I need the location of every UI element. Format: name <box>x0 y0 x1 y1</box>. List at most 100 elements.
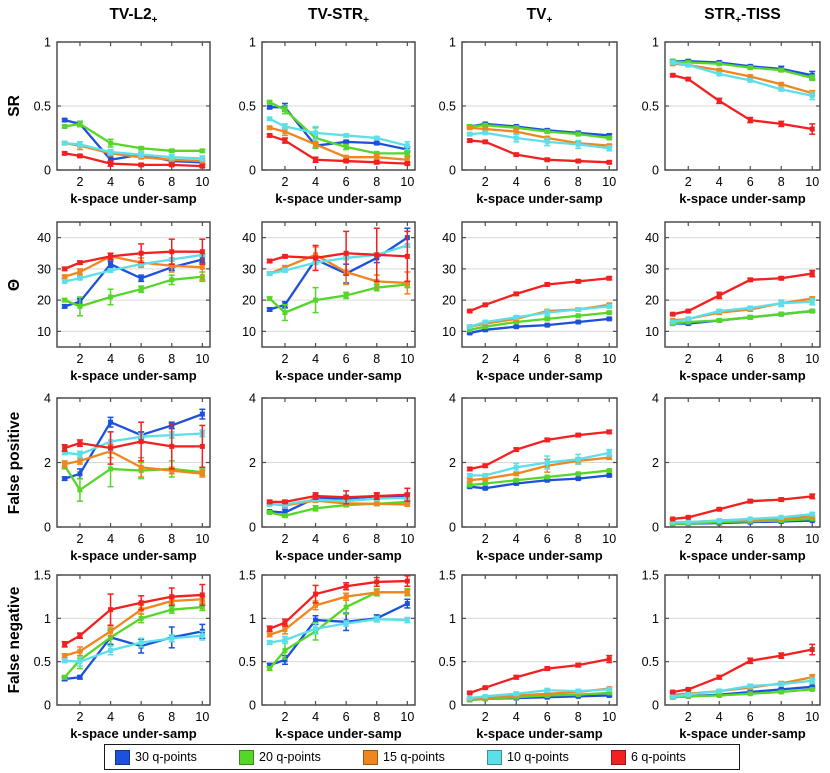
series-20-q-points <box>61 120 206 154</box>
subplot-r2c2: 2 4 6 8 10 10 20 30 40 k-space under-samp <box>242 221 416 383</box>
legend-label: 20 q-points <box>259 750 321 764</box>
svg-text:0.5: 0.5 <box>239 100 256 114</box>
svg-text:8: 8 <box>168 352 175 366</box>
svg-text:1: 1 <box>44 612 51 626</box>
svg-text:2: 2 <box>281 710 288 724</box>
x-axis-label: k-space under-samp <box>679 726 805 741</box>
series-6-q-points <box>669 269 816 317</box>
x-axis-label: k-space under-samp <box>476 191 602 206</box>
series-20-q-points <box>466 310 613 333</box>
svg-text:10: 10 <box>602 175 616 189</box>
svg-text:2: 2 <box>249 456 256 470</box>
svg-text:10: 10 <box>805 175 819 189</box>
svg-text:1.5: 1.5 <box>642 569 659 583</box>
svg-text:2: 2 <box>482 175 489 189</box>
svg-text:6: 6 <box>138 352 145 366</box>
legend: 30 q-points 20 q-points 15 q-points 10 q… <box>104 744 740 770</box>
svg-text:0: 0 <box>249 521 256 535</box>
title-text: TV-L2 <box>109 6 152 23</box>
series-20-q-points <box>266 588 411 672</box>
svg-text:6: 6 <box>747 532 754 546</box>
svg-text:10: 10 <box>400 710 414 724</box>
svg-text:4: 4 <box>44 392 51 406</box>
svg-text:2: 2 <box>685 532 692 546</box>
series-20-q-points <box>466 122 613 141</box>
svg-text:1.5: 1.5 <box>34 569 51 583</box>
svg-text:40: 40 <box>442 231 456 245</box>
svg-text:10: 10 <box>442 325 456 339</box>
legend-label: 30 q-points <box>135 750 197 764</box>
svg-text:10: 10 <box>242 325 256 339</box>
svg-text:2: 2 <box>652 456 659 470</box>
svg-text:4: 4 <box>716 532 723 546</box>
svg-text:10: 10 <box>195 710 209 724</box>
svg-text:1: 1 <box>44 36 51 50</box>
series-10-q-points <box>61 140 206 162</box>
svg-text:10: 10 <box>195 175 209 189</box>
svg-text:10: 10 <box>805 352 819 366</box>
svg-text:1.5: 1.5 <box>439 569 456 583</box>
legend-label: 6 q-points <box>631 750 686 764</box>
svg-text:4: 4 <box>107 175 114 189</box>
svg-text:8: 8 <box>778 710 785 724</box>
svg-text:6: 6 <box>343 175 350 189</box>
svg-text:1: 1 <box>652 36 659 50</box>
series-6-q-points <box>266 575 411 633</box>
title-subscript: + <box>546 15 553 27</box>
subplot-r3c4: 2 4 6 8 10 0 2 4 k-space under-samp <box>652 392 821 563</box>
x-axis-label: k-space under-samp <box>679 368 805 383</box>
svg-text:8: 8 <box>575 710 582 724</box>
svg-text:0.5: 0.5 <box>239 655 256 669</box>
series-10-q-points <box>466 686 613 701</box>
svg-text:8: 8 <box>373 532 380 546</box>
svg-text:1: 1 <box>249 612 256 626</box>
svg-text:0.5: 0.5 <box>34 655 51 669</box>
svg-text:4: 4 <box>449 392 456 406</box>
svg-text:8: 8 <box>168 175 175 189</box>
svg-text:40: 40 <box>37 231 51 245</box>
legend-label: 10 q-points <box>507 750 569 764</box>
subplot-r2c4: 2 4 6 8 10 10 20 30 40 k-space under-samp <box>645 221 821 383</box>
svg-text:4: 4 <box>513 532 520 546</box>
x-axis-label: k-space under-samp <box>275 548 401 563</box>
subplot-r1c2: 2 4 6 8 10 0 0.5 1 k-space under-samp <box>239 36 416 206</box>
svg-text:1: 1 <box>249 36 256 50</box>
x-axis-label: k-space under-samp <box>70 368 196 383</box>
svg-text:1: 1 <box>449 612 456 626</box>
series-6-q-points <box>669 72 816 135</box>
svg-text:10: 10 <box>602 352 616 366</box>
svg-text:8: 8 <box>778 352 785 366</box>
title-text: TV <box>526 6 547 23</box>
title-subscript: + <box>363 15 369 27</box>
svg-text:8: 8 <box>778 532 785 546</box>
svg-text:2: 2 <box>281 352 288 366</box>
svg-text:0: 0 <box>449 699 456 713</box>
series-15-q-points <box>61 444 206 478</box>
legend-swatch-10-q-points <box>487 749 502 765</box>
svg-text:0.5: 0.5 <box>34 100 51 114</box>
legend-label: 15 q-points <box>383 750 445 764</box>
svg-text:30: 30 <box>37 262 51 276</box>
svg-text:8: 8 <box>778 175 785 189</box>
legend-entry-30-q-points: 30 q-points <box>115 749 239 765</box>
svg-text:30: 30 <box>645 262 659 276</box>
series-6-q-points <box>466 654 613 696</box>
series-6-q-points <box>669 493 816 522</box>
x-axis-label: k-space under-samp <box>679 191 805 206</box>
series-6-q-points <box>266 487 411 505</box>
svg-text:10: 10 <box>195 352 209 366</box>
subplot-r4c1: 2 4 6 8 10 0 0.5 1 1.5 k-space under-samp <box>34 569 211 741</box>
svg-text:8: 8 <box>575 532 582 546</box>
svg-text:2: 2 <box>76 532 83 546</box>
panel-title-tv-l2: TV-L2+ <box>57 6 210 26</box>
legend-swatch-30-q-points <box>115 749 130 765</box>
title-subscript: + <box>151 15 158 27</box>
svg-text:40: 40 <box>242 231 256 245</box>
svg-text:4: 4 <box>716 710 723 724</box>
svg-text:6: 6 <box>747 710 754 724</box>
svg-text:30: 30 <box>242 262 256 276</box>
svg-text:0: 0 <box>44 164 51 178</box>
svg-text:6: 6 <box>544 710 551 724</box>
svg-text:4: 4 <box>107 532 114 546</box>
